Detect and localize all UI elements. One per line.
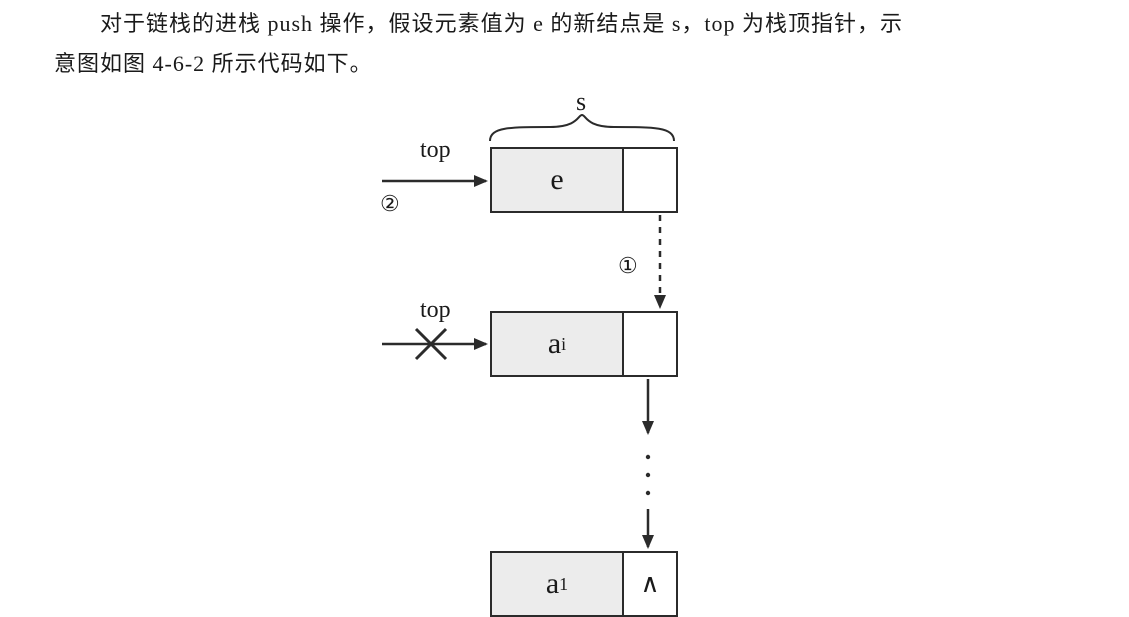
node-e: e (490, 147, 678, 213)
node-ai-sub: i (561, 334, 566, 355)
node-e-ptr (624, 149, 676, 211)
brace-label-s: s (576, 87, 586, 117)
null-symbol: ∧ (640, 569, 659, 599)
node-ai-ptr (624, 313, 676, 375)
para-line-1: 对于链栈的进栈 push 操作，假设元素值为 e 的新结点是 s，top 为栈顶… (54, 11, 903, 36)
node-a1-sub: 1 (559, 574, 568, 595)
top-label-upper: top (420, 137, 451, 164)
para-line-2: 意图如图 4-6-2 所示代码如下。 (54, 51, 373, 76)
step-2-marker: ② (380, 191, 400, 217)
node-a1-base: a (546, 567, 559, 601)
page: 对于链栈的进栈 push 操作，假设元素值为 e 的新结点是 s，top 为栈顶… (0, 0, 1129, 609)
node-ai-data: ai (492, 313, 624, 375)
intro-paragraph: 对于链栈的进栈 push 操作，假设元素值为 e 的新结点是 s，top 为栈顶… (54, 4, 1094, 84)
node-a1: a1 ∧ (490, 551, 678, 617)
node-a1-ptr: ∧ (624, 553, 676, 615)
top-label-lower: top (420, 297, 451, 324)
linked-stack-diagram: s top top ② ① e ai a1 ∧ (330, 95, 800, 600)
node-a1-data: a1 (492, 553, 624, 615)
node-ai: ai (490, 311, 678, 377)
node-e-data: e (492, 149, 624, 211)
step-1-marker: ① (618, 253, 638, 279)
node-ai-base: a (548, 327, 561, 361)
